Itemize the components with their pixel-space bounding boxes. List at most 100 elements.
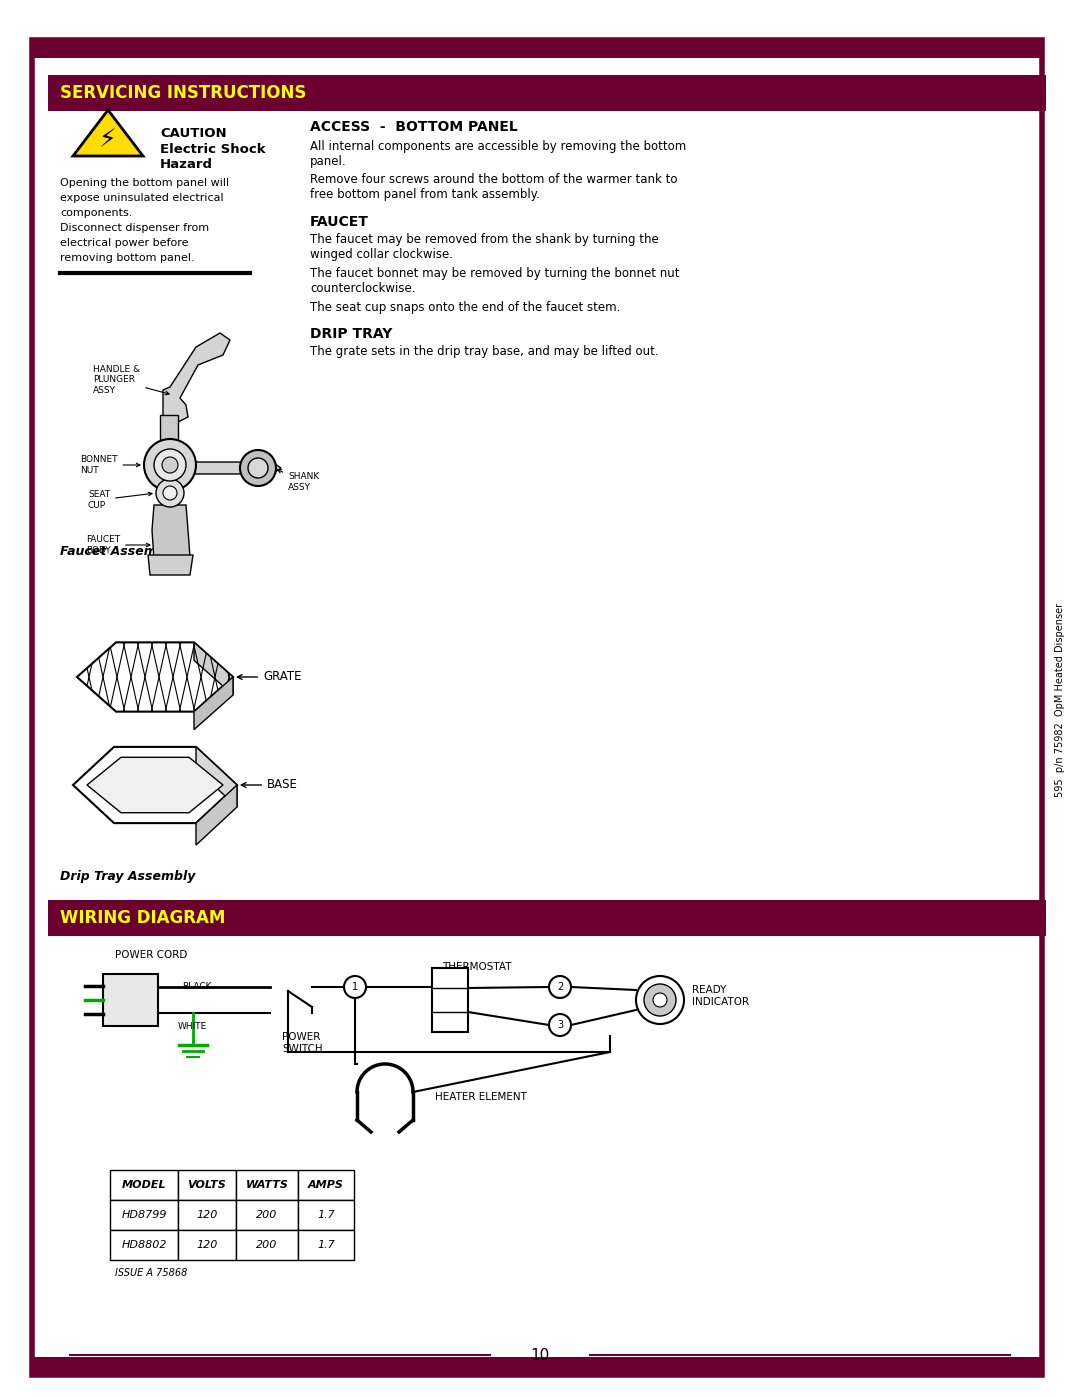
FancyBboxPatch shape <box>298 1171 354 1200</box>
FancyBboxPatch shape <box>110 1200 178 1229</box>
Circle shape <box>240 450 276 486</box>
FancyBboxPatch shape <box>237 1171 298 1200</box>
Text: CAUTION: CAUTION <box>160 127 227 140</box>
Polygon shape <box>152 504 190 570</box>
Text: SERVICING INSTRUCTIONS: SERVICING INSTRUCTIONS <box>60 84 307 102</box>
Text: HANDLE &
PLUNGER
ASSY: HANDLE & PLUNGER ASSY <box>93 365 170 395</box>
FancyBboxPatch shape <box>110 1171 178 1200</box>
Text: electrical power before: electrical power before <box>60 237 189 249</box>
FancyBboxPatch shape <box>48 75 1047 110</box>
Text: The seat cup snaps onto the end of the faucet stem.: The seat cup snaps onto the end of the f… <box>310 300 620 314</box>
Text: Opening the bottom panel will: Opening the bottom panel will <box>60 177 229 189</box>
Text: WATTS: WATTS <box>245 1180 288 1190</box>
Circle shape <box>636 977 684 1024</box>
Text: GRATE: GRATE <box>238 671 301 683</box>
FancyBboxPatch shape <box>32 41 1042 1375</box>
Text: BONNET
NUT: BONNET NUT <box>80 455 140 475</box>
Polygon shape <box>186 458 281 478</box>
Circle shape <box>162 457 178 474</box>
Polygon shape <box>73 747 237 823</box>
Circle shape <box>248 458 268 478</box>
Text: 120: 120 <box>197 1241 218 1250</box>
Text: HD8799: HD8799 <box>121 1210 166 1220</box>
Text: DRIP TRAY: DRIP TRAY <box>310 327 392 341</box>
Text: components.: components. <box>60 208 133 218</box>
Text: Disconnect dispenser from: Disconnect dispenser from <box>60 224 210 233</box>
Circle shape <box>345 977 366 997</box>
Text: POWER
SWITCH: POWER SWITCH <box>282 1032 323 1053</box>
Polygon shape <box>87 757 222 813</box>
FancyBboxPatch shape <box>432 968 468 1032</box>
Text: Drip Tray Assembly: Drip Tray Assembly <box>60 870 195 883</box>
Text: 595  p/n 75982  OpM Heated Dispenser: 595 p/n 75982 OpM Heated Dispenser <box>1055 604 1065 798</box>
FancyBboxPatch shape <box>298 1229 354 1260</box>
Text: WIRING DIAGRAM: WIRING DIAGRAM <box>60 909 226 928</box>
Text: ACCESS  -  BOTTOM PANEL: ACCESS - BOTTOM PANEL <box>310 120 517 134</box>
Text: THERMOSTAT: THERMOSTAT <box>442 963 512 972</box>
Text: The grate sets in the drip tray base, and may be lifted out.: The grate sets in the drip tray base, an… <box>310 345 659 358</box>
FancyBboxPatch shape <box>237 1200 298 1229</box>
FancyBboxPatch shape <box>110 1229 178 1260</box>
Text: 200: 200 <box>256 1210 278 1220</box>
Circle shape <box>549 1014 571 1037</box>
FancyBboxPatch shape <box>32 1356 1042 1375</box>
Text: panel.: panel. <box>310 155 347 168</box>
Polygon shape <box>148 555 193 576</box>
Text: free bottom panel from tank assembly.: free bottom panel from tank assembly. <box>310 189 540 201</box>
Text: READY
INDICATOR: READY INDICATOR <box>692 985 750 1007</box>
Polygon shape <box>194 643 233 694</box>
Text: 1.7: 1.7 <box>318 1210 335 1220</box>
Text: 3: 3 <box>557 1020 563 1030</box>
Text: HEATER ELEMENT: HEATER ELEMENT <box>435 1092 527 1102</box>
Circle shape <box>644 983 676 1016</box>
Text: 10: 10 <box>530 1348 550 1362</box>
Text: 200: 200 <box>256 1241 278 1250</box>
Polygon shape <box>77 643 233 711</box>
Polygon shape <box>73 110 143 156</box>
Text: FAUCET
BODY: FAUCET BODY <box>86 535 150 555</box>
Text: 1: 1 <box>352 982 359 992</box>
Text: All internal components are accessible by removing the bottom: All internal components are accessible b… <box>310 140 686 154</box>
Text: SEAT
CUP: SEAT CUP <box>87 490 152 510</box>
Text: counterclockwise.: counterclockwise. <box>310 282 416 295</box>
Text: 1.7: 1.7 <box>318 1241 335 1250</box>
Text: MODEL: MODEL <box>122 1180 166 1190</box>
Text: winged collar clockwise.: winged collar clockwise. <box>310 249 453 261</box>
Text: HD8802: HD8802 <box>121 1241 166 1250</box>
Circle shape <box>154 448 186 481</box>
Text: removing bottom panel.: removing bottom panel. <box>60 253 194 263</box>
Polygon shape <box>194 678 233 729</box>
FancyBboxPatch shape <box>178 1200 237 1229</box>
Polygon shape <box>163 332 230 423</box>
Text: ISSUE A 75868: ISSUE A 75868 <box>114 1268 187 1278</box>
Text: POWER CORD: POWER CORD <box>114 950 187 960</box>
Text: 120: 120 <box>197 1210 218 1220</box>
Text: Remove four screws around the bottom of the warmer tank to: Remove four screws around the bottom of … <box>310 173 677 186</box>
Circle shape <box>549 977 571 997</box>
Text: FAUCET: FAUCET <box>310 215 369 229</box>
Text: BLACK: BLACK <box>183 982 212 990</box>
Text: WHITE: WHITE <box>177 1023 206 1031</box>
FancyBboxPatch shape <box>160 415 178 457</box>
FancyBboxPatch shape <box>32 41 1042 59</box>
FancyBboxPatch shape <box>178 1229 237 1260</box>
Text: AMPS: AMPS <box>308 1180 343 1190</box>
Text: 2: 2 <box>557 982 563 992</box>
Text: The faucet bonnet may be removed by turning the bonnet nut: The faucet bonnet may be removed by turn… <box>310 267 679 279</box>
Text: ⚡: ⚡ <box>99 129 117 152</box>
Circle shape <box>156 479 184 507</box>
FancyBboxPatch shape <box>103 974 158 1025</box>
Text: Faucet Assembly: Faucet Assembly <box>60 545 178 557</box>
FancyBboxPatch shape <box>237 1229 298 1260</box>
Text: SHANK
ASSY: SHANK ASSY <box>278 469 320 492</box>
Text: Hazard: Hazard <box>160 158 213 170</box>
Text: BASE: BASE <box>241 778 298 792</box>
Polygon shape <box>195 747 237 807</box>
Circle shape <box>163 486 177 500</box>
FancyBboxPatch shape <box>48 900 1047 936</box>
Text: expose uninsulated electrical: expose uninsulated electrical <box>60 193 224 203</box>
Text: The faucet may be removed from the shank by turning the: The faucet may be removed from the shank… <box>310 233 659 246</box>
FancyBboxPatch shape <box>298 1200 354 1229</box>
Polygon shape <box>195 785 237 845</box>
Text: VOLTS: VOLTS <box>188 1180 227 1190</box>
